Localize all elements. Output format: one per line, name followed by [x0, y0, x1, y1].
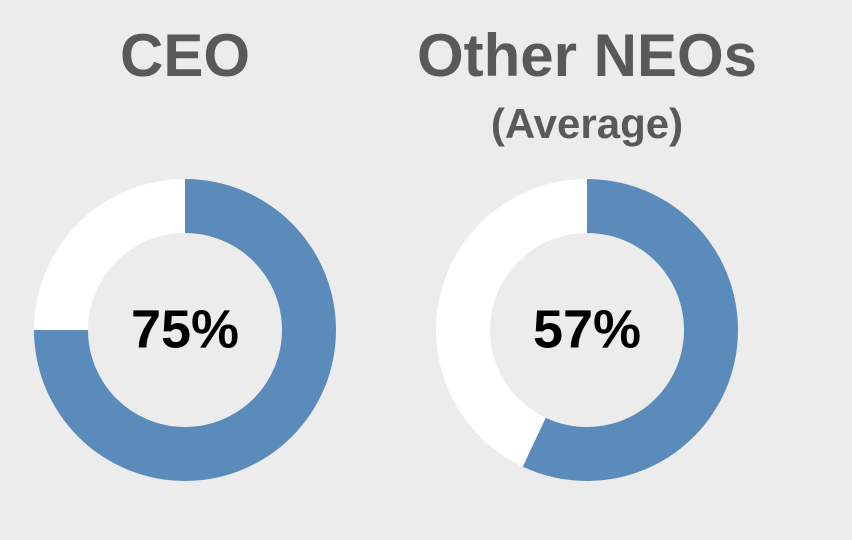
- value-label: 57%: [533, 299, 641, 359]
- donut-segment: [34, 179, 336, 481]
- donut-segment: [34, 179, 185, 330]
- donut-segment: [436, 179, 587, 467]
- chart-title: Other NEOs: [417, 22, 757, 89]
- chart-title: CEO: [120, 22, 250, 89]
- value-label: 75%: [131, 299, 239, 359]
- chart-subtitle: (Average): [491, 100, 683, 147]
- donut-segment: [522, 179, 739, 481]
